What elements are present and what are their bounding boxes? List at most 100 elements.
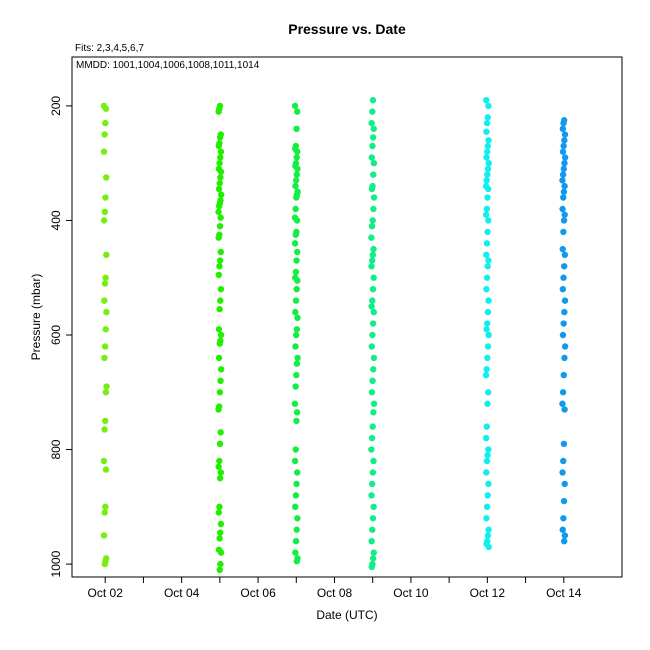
data-point (483, 96, 490, 104)
data-point (484, 263, 491, 270)
y-axis-label: Pressure (mbar) (29, 274, 43, 361)
data-point (559, 245, 566, 253)
data-point (559, 389, 567, 396)
x-tick-label: Oct 12 (470, 586, 506, 600)
data-point (101, 560, 109, 568)
data-point (560, 537, 568, 545)
data-point (216, 440, 224, 448)
data-point (294, 469, 301, 476)
data-point (293, 326, 301, 333)
data-point (215, 108, 222, 115)
data-point (369, 555, 377, 562)
data-point (294, 314, 301, 322)
data-point (483, 251, 490, 259)
data-point (370, 503, 377, 511)
data-point (485, 217, 492, 224)
data-point (561, 297, 569, 304)
data-point (559, 148, 567, 155)
data-point (294, 248, 301, 256)
data-point (370, 308, 377, 316)
data-point (370, 274, 377, 281)
data-point (482, 434, 490, 442)
x-axis-label: Date (UTC) (316, 608, 377, 622)
data-point (560, 497, 568, 505)
data-point (293, 360, 301, 367)
data-point (484, 389, 492, 396)
data-point (561, 532, 569, 539)
data-point (217, 549, 225, 556)
data-point (294, 148, 301, 155)
data-point (369, 320, 377, 327)
data-point (484, 142, 492, 150)
data-point (216, 134, 224, 141)
data-point (216, 263, 223, 270)
data-point (369, 469, 377, 476)
data-point (369, 526, 376, 533)
data-point (370, 245, 377, 253)
data-point (560, 457, 567, 465)
data-point (368, 537, 375, 545)
data-point (368, 263, 375, 270)
data-point (368, 389, 376, 396)
data-point (559, 171, 567, 178)
data-point (485, 331, 492, 339)
data-point (560, 274, 567, 281)
data-point (559, 177, 566, 184)
data-point (484, 114, 491, 121)
data-point (483, 457, 491, 465)
data-point (368, 343, 375, 350)
data-point (559, 331, 567, 339)
data-point (370, 159, 378, 167)
data-point (216, 180, 223, 187)
data-point (370, 409, 377, 416)
y-tick-label: 400 (49, 210, 63, 230)
data-point (102, 389, 110, 396)
data-point (369, 134, 377, 141)
data-point (102, 274, 109, 281)
data-point (103, 251, 110, 259)
data-point (102, 194, 109, 201)
data-point (369, 515, 377, 522)
data-point (292, 549, 299, 556)
data-point (100, 148, 108, 155)
data-point (561, 406, 568, 413)
data-point (102, 105, 110, 112)
data-point (102, 326, 109, 333)
data-point (561, 308, 568, 316)
data-point (368, 563, 375, 571)
data-point (560, 188, 568, 196)
data-point (561, 343, 569, 350)
data-point (485, 159, 492, 167)
data-point (560, 440, 568, 448)
data-point (370, 171, 377, 178)
data-point (217, 174, 224, 181)
data-point (217, 154, 224, 161)
data-point (292, 177, 300, 184)
data-point (217, 297, 224, 304)
y-tick-label: 200 (49, 96, 63, 116)
data-point (103, 383, 110, 390)
data-point (560, 263, 568, 270)
data-point (484, 185, 492, 193)
data-point (215, 271, 222, 279)
data-point (559, 205, 566, 213)
data-point (291, 102, 299, 110)
data-point (368, 234, 375, 241)
data-point (292, 231, 299, 238)
data-point (293, 409, 301, 416)
data-point (291, 400, 299, 407)
data-point (369, 96, 377, 104)
data-point (217, 429, 224, 436)
data-point (483, 154, 490, 161)
y-axis: 200 400 600 800 1000 (49, 96, 72, 577)
data-point (559, 469, 566, 476)
data-point (293, 154, 300, 161)
data-point (294, 277, 301, 284)
data-point (292, 268, 300, 276)
data-point (292, 383, 299, 390)
data-point (293, 480, 300, 488)
data-point (216, 474, 224, 482)
data-point (292, 537, 300, 545)
data-point (370, 205, 377, 213)
